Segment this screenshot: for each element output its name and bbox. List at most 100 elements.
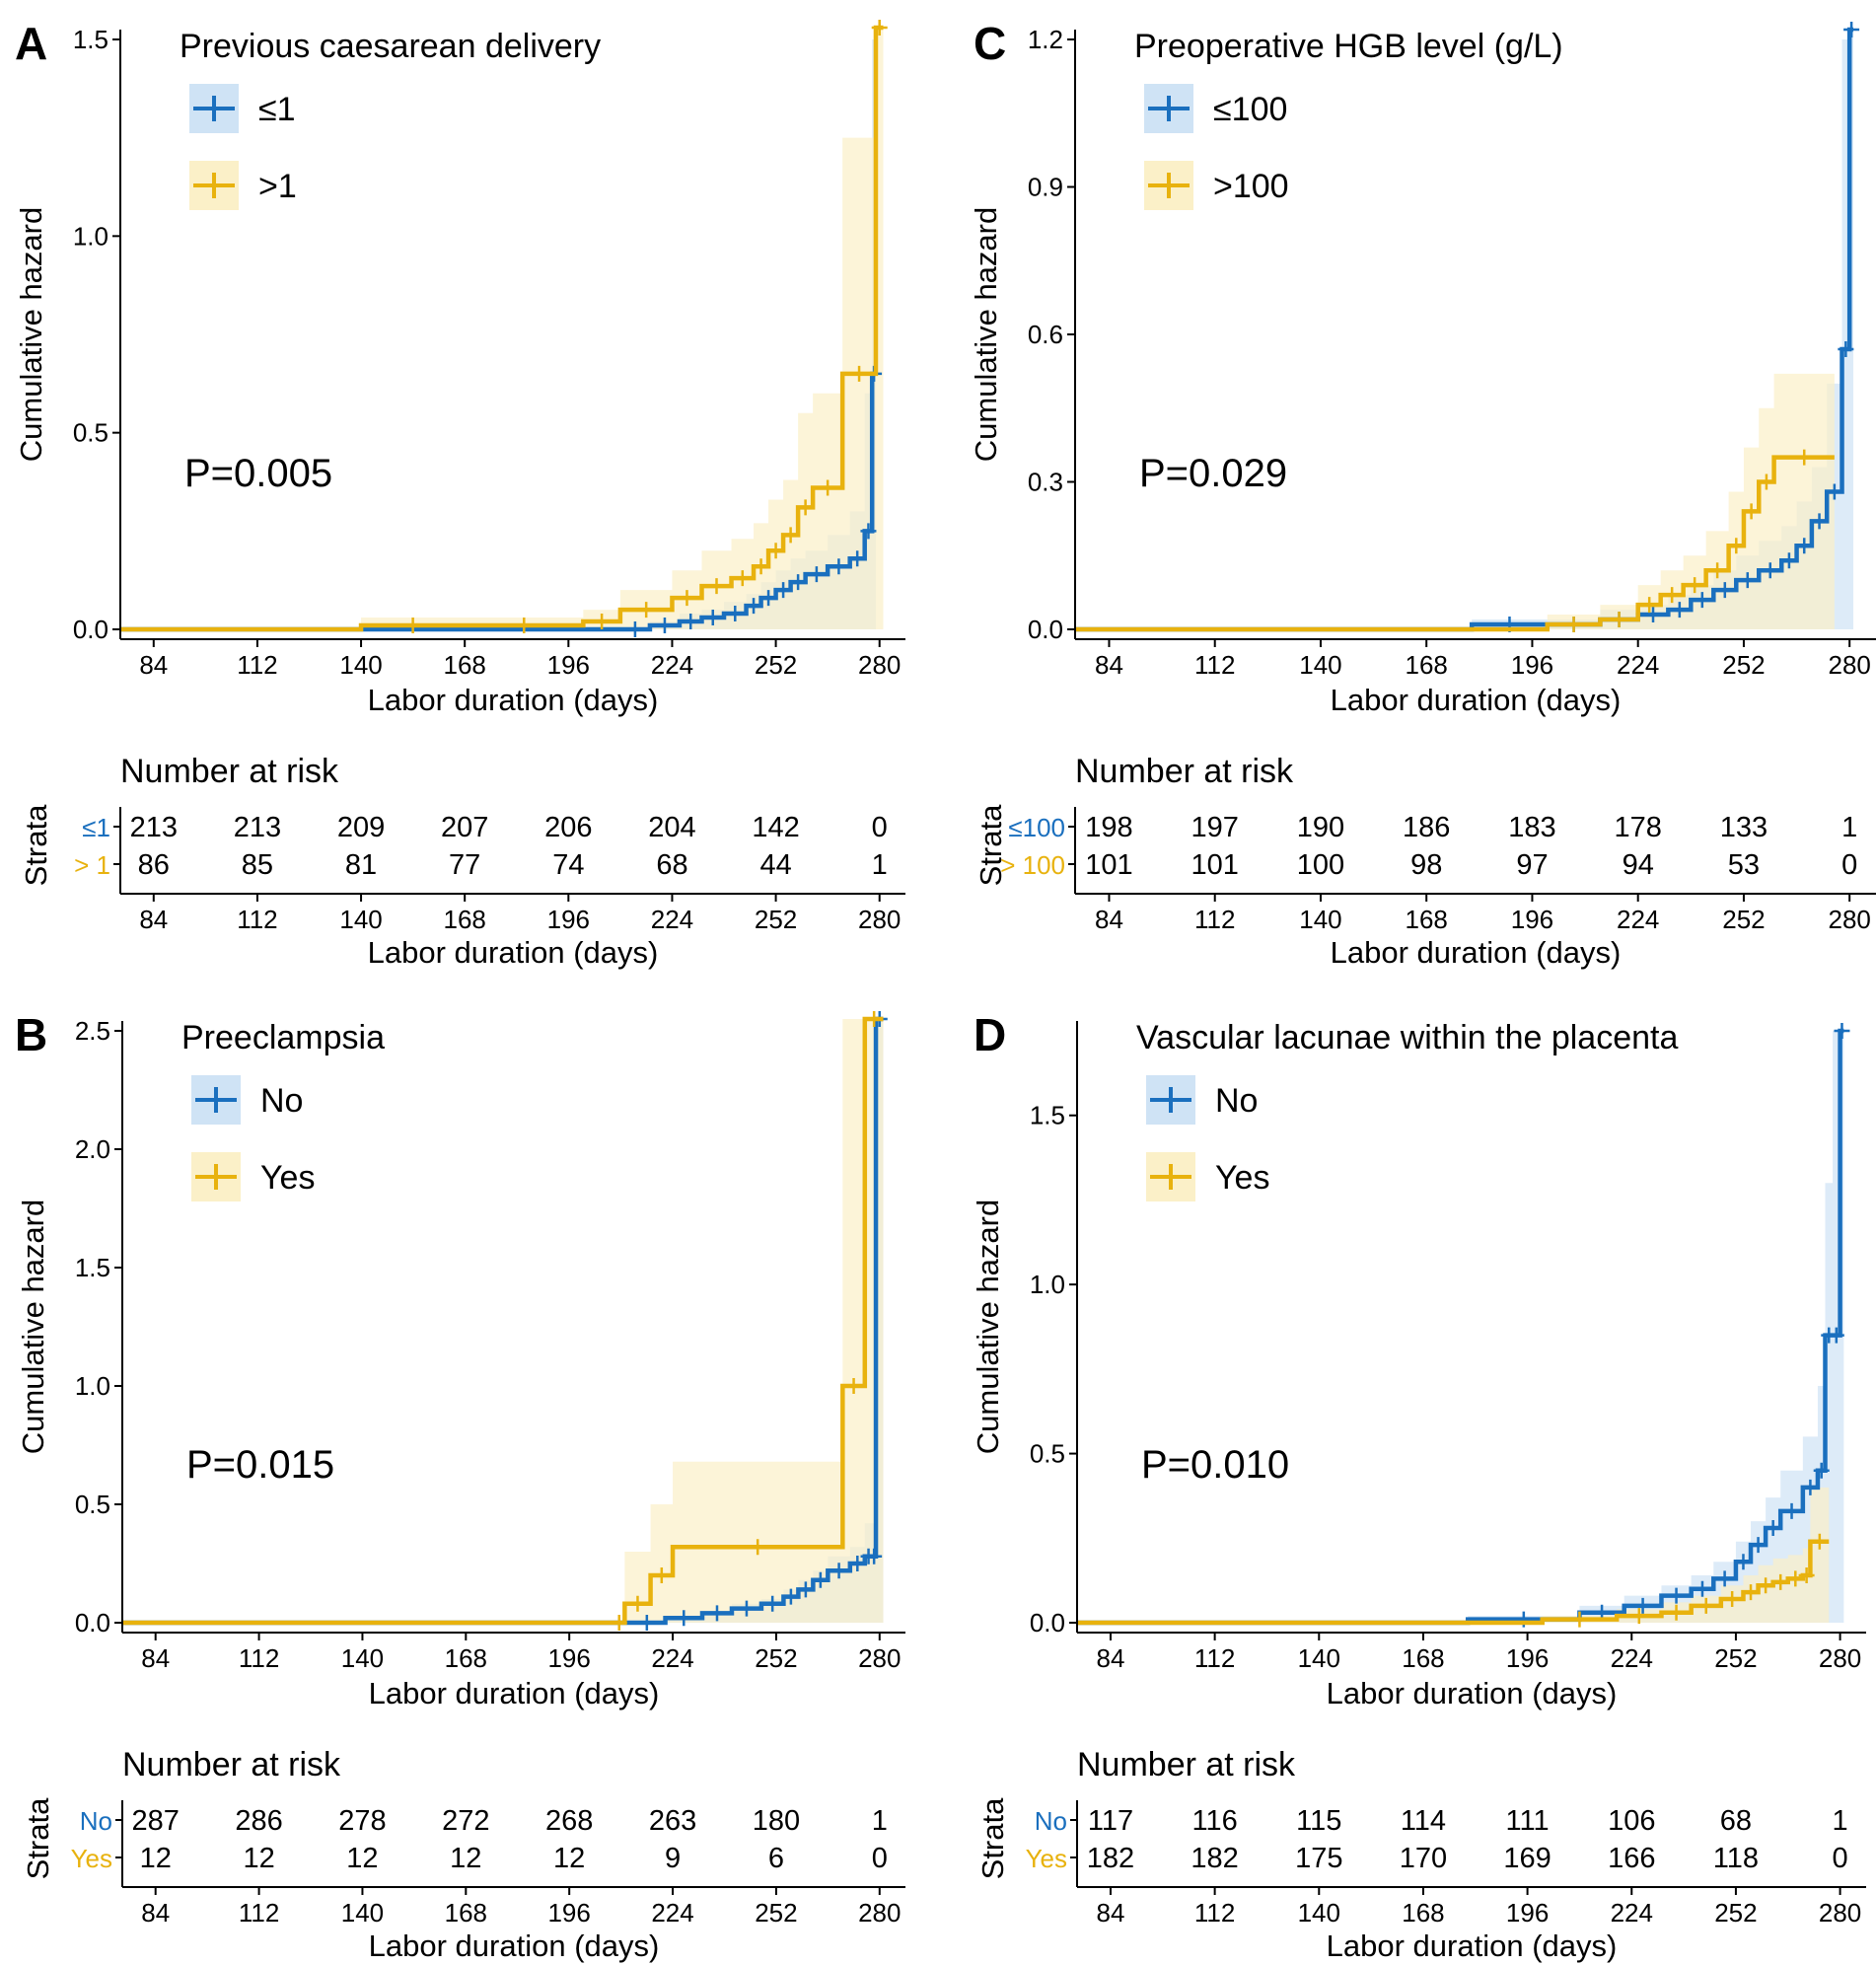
x-axis-title: Labor duration (days)	[1331, 683, 1622, 717]
risk-x-axis-title: Labor duration (days)	[1331, 935, 1622, 970]
risk-x-tick-label: 112	[237, 905, 277, 934]
risk-count: 182	[1191, 1843, 1238, 1874]
risk-x-tick-label: 252	[1722, 905, 1765, 934]
censor-mark	[830, 1563, 847, 1579]
censor-mark	[1811, 1533, 1828, 1550]
censor-mark	[849, 550, 866, 567]
risk-count: 114	[1401, 1805, 1446, 1837]
x-tick-label: 224	[1617, 650, 1659, 680]
panel-a: A0.00.51.01.584 112 140 168 196 224 252 280Labo…	[14, 18, 905, 970]
censor-mark	[1838, 340, 1854, 357]
legend-key-mark	[1148, 96, 1190, 121]
risk-count: 85	[242, 849, 273, 881]
censor-mark	[1694, 1580, 1710, 1597]
x-tick-label: 224	[651, 1643, 693, 1673]
censor-mark	[782, 1588, 799, 1605]
censor-mark	[797, 499, 814, 516]
risk-count: 133	[1720, 812, 1768, 843]
y-tick-label: 0.5	[73, 418, 108, 448]
censor-mark	[1687, 577, 1703, 594]
risk-count: 213	[234, 812, 281, 843]
risk-x-tick-label: 168	[1402, 1898, 1444, 1928]
risk-count: 6	[768, 1843, 784, 1874]
risk-count: 186	[1403, 812, 1450, 843]
risk-count: 0	[872, 1843, 888, 1874]
censor-mark	[1664, 587, 1681, 604]
legend-key-mark	[195, 1164, 237, 1190]
censor-mark	[516, 618, 533, 634]
x-tick-label: 112	[239, 1643, 279, 1673]
risk-count: 213	[130, 812, 178, 843]
p-value: P=0.005	[184, 452, 332, 495]
risk-x-tick-label: 252	[755, 905, 797, 934]
risk-count: 101	[1085, 849, 1132, 881]
risk-x-tick-label: 280	[858, 905, 901, 934]
censor-mark	[797, 1581, 814, 1598]
censor-mark	[1668, 1587, 1685, 1604]
risk-x-axis-title: Labor duration (days)	[369, 1929, 660, 1963]
risk-count: 117	[1088, 1805, 1133, 1837]
x-tick-label: 84	[139, 650, 168, 680]
censor-mark	[1813, 1462, 1830, 1479]
censor-mark	[1668, 1604, 1685, 1621]
risk-x-tick-label: 140	[1299, 905, 1341, 934]
censor-mark	[629, 1595, 646, 1612]
censor-mark	[851, 365, 868, 382]
x-tick-label: 280	[1828, 650, 1870, 680]
censor-mark	[1739, 572, 1756, 589]
risk-count: 182	[1087, 1843, 1134, 1874]
censor-mark	[764, 1595, 781, 1612]
x-tick-label: 196	[1511, 650, 1553, 680]
risk-count: 0	[1841, 849, 1857, 881]
censor-mark	[866, 1548, 883, 1565]
risk-count: 9	[665, 1843, 681, 1874]
x-tick-label: 252	[755, 650, 797, 680]
legend-key-mark	[193, 173, 235, 198]
risk-x-tick-label: 280	[1828, 905, 1870, 934]
risk-x-tick-label: 140	[341, 1898, 384, 1928]
x-tick-label: 84	[141, 1643, 170, 1673]
censor-mark	[676, 1610, 692, 1627]
risk-count: 204	[648, 812, 695, 843]
x-tick-label: 168	[1402, 1643, 1444, 1673]
risk-count: 268	[545, 1805, 593, 1837]
y-tick-label: 0.9	[1028, 173, 1063, 202]
x-tick-label: 112	[1194, 650, 1235, 680]
risk-count: 81	[345, 849, 377, 881]
censor-mark	[638, 1615, 655, 1631]
panel-letter: B	[15, 1009, 47, 1060]
risk-count: 12	[553, 1843, 585, 1874]
x-tick-label: 168	[445, 1643, 487, 1673]
risk-count: 180	[753, 1805, 800, 1837]
risk-count: 209	[337, 812, 385, 843]
censor-mark	[812, 1571, 829, 1588]
risk-x-tick-label: 112	[1194, 1898, 1235, 1928]
censor-mark	[1828, 1327, 1844, 1344]
censor-mark	[1743, 1584, 1760, 1601]
risk-count: 170	[1400, 1843, 1447, 1874]
y-tick-label: 0.0	[73, 615, 108, 644]
risk-table-title: Number at risk	[122, 1746, 341, 1783]
y-axis-title: Cumulative hazard	[969, 207, 1003, 462]
risk-count: 206	[544, 812, 592, 843]
strata-title: Strata	[21, 1797, 55, 1879]
censor-mark	[760, 590, 777, 607]
y-tick-label: 0.0	[1028, 615, 1063, 644]
censor-mark	[1762, 562, 1778, 579]
panel-c: C 0.0 0.3 0.6 0.9 1.2 84 112 140 168 196 224 252 280 L…	[969, 18, 1876, 970]
y-tick-label: 1.2	[1028, 25, 1063, 54]
risk-x-tick-label: 168	[1406, 905, 1448, 934]
risk-count: 0	[872, 812, 888, 843]
ci-band-group2	[1077, 1487, 1830, 1623]
x-tick-label: 196	[1506, 1643, 1549, 1673]
y-tick-label: 1.5	[1030, 1101, 1065, 1130]
panel-b: B0.00.51.01.52.02.584 112 140 168 196 224 252 2…	[15, 1009, 905, 1963]
risk-count: 77	[449, 849, 480, 881]
risk-x-tick-label: 112	[1194, 905, 1235, 934]
risk-x-tick-label: 84	[141, 1898, 170, 1928]
legend-label: Yes	[260, 1159, 315, 1197]
censor-mark	[1798, 1567, 1815, 1583]
legend-label: No	[1215, 1082, 1258, 1120]
risk-x-tick-label: 84	[139, 905, 168, 934]
